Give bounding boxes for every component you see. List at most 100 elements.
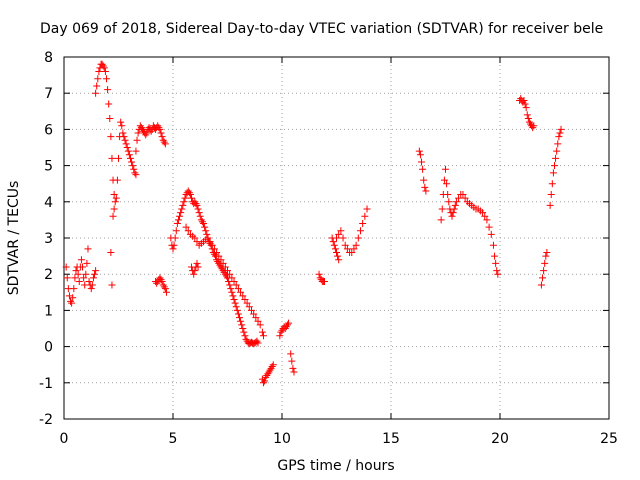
data-point — [543, 248, 551, 256]
data-point — [70, 285, 78, 293]
x-tick-labels: 0 5 10 15 20 25 — [60, 431, 618, 447]
data-point — [354, 234, 362, 242]
data-point — [316, 274, 324, 282]
data-point — [184, 187, 192, 195]
data-point — [72, 267, 80, 275]
data-point — [101, 67, 109, 75]
data-point — [288, 357, 296, 365]
data-point — [157, 129, 165, 137]
data-point — [276, 332, 284, 340]
data-point — [105, 100, 113, 108]
data-point — [192, 200, 200, 208]
data-point — [285, 319, 293, 327]
data-point — [193, 201, 201, 209]
data-point — [67, 297, 75, 305]
data-point — [214, 258, 222, 266]
data-point — [75, 277, 83, 285]
y-tick-label: 3 — [44, 231, 53, 247]
data-point — [442, 165, 449, 173]
data-point — [129, 162, 137, 170]
data-point — [191, 234, 199, 242]
y-tick-label: 5 — [44, 159, 53, 175]
data-point — [330, 241, 338, 249]
data-point — [240, 328, 248, 336]
data-point — [147, 127, 155, 135]
data-point — [356, 227, 364, 235]
data-point — [440, 176, 448, 184]
data-point — [290, 368, 298, 376]
data-point — [551, 162, 558, 170]
data-point — [243, 299, 251, 307]
data-point — [520, 96, 528, 104]
data-point — [443, 180, 451, 188]
data-point — [128, 158, 136, 166]
data-point — [194, 263, 202, 271]
data-point — [268, 363, 276, 371]
y-tick-label: -2 — [39, 412, 53, 428]
data-point — [136, 122, 144, 130]
data-point — [160, 138, 168, 146]
data-point — [180, 198, 188, 206]
data-point — [259, 379, 267, 387]
data-point — [182, 223, 190, 231]
data-point — [157, 276, 165, 284]
data-point — [339, 234, 347, 242]
data-point — [267, 364, 275, 372]
data-point — [239, 325, 247, 332]
data-point — [216, 261, 224, 269]
data-point — [215, 252, 223, 260]
data-point — [176, 212, 184, 220]
data-point — [111, 198, 119, 206]
data-point — [68, 299, 76, 307]
data-point — [160, 283, 168, 291]
data-point — [530, 122, 538, 130]
x-tick-label: 15 — [382, 431, 400, 447]
data-point — [120, 133, 128, 141]
data-point — [479, 209, 487, 217]
data-point — [92, 267, 100, 275]
data-point — [361, 212, 369, 220]
data-point — [84, 245, 92, 253]
data-point — [450, 205, 458, 213]
data-point — [82, 270, 90, 278]
data-point — [537, 281, 545, 289]
data-point — [110, 191, 118, 199]
data-point — [134, 129, 142, 137]
data-point — [191, 267, 199, 275]
data-point — [130, 165, 138, 173]
data-point — [198, 218, 206, 226]
data-point — [69, 294, 77, 302]
data-point — [263, 372, 271, 380]
data-point — [65, 292, 73, 300]
data-point — [210, 245, 218, 253]
data-point — [239, 292, 247, 300]
data-point — [521, 100, 529, 108]
data-point — [445, 198, 453, 206]
data-point — [123, 144, 131, 151]
data-point — [119, 129, 127, 137]
data-point — [221, 263, 229, 271]
data-point — [334, 252, 342, 260]
y-tick-label: 0 — [44, 340, 53, 356]
data-point — [415, 147, 423, 155]
data-point — [352, 241, 360, 249]
data-point — [444, 191, 452, 199]
data-point — [557, 125, 565, 133]
data-point — [258, 328, 266, 336]
data-point — [195, 209, 203, 217]
data-point — [162, 288, 170, 296]
data-point — [547, 191, 555, 199]
data-point — [173, 220, 181, 228]
data-point — [485, 223, 493, 231]
data-point — [169, 245, 177, 253]
data-point — [202, 227, 210, 235]
data-point — [554, 140, 562, 148]
data-point — [171, 234, 179, 242]
data-point — [283, 321, 291, 329]
data-point — [156, 274, 164, 282]
data-point — [546, 201, 554, 209]
data-point — [252, 314, 260, 322]
data-point — [333, 234, 340, 242]
data-point — [124, 147, 132, 155]
data-point — [95, 67, 103, 75]
